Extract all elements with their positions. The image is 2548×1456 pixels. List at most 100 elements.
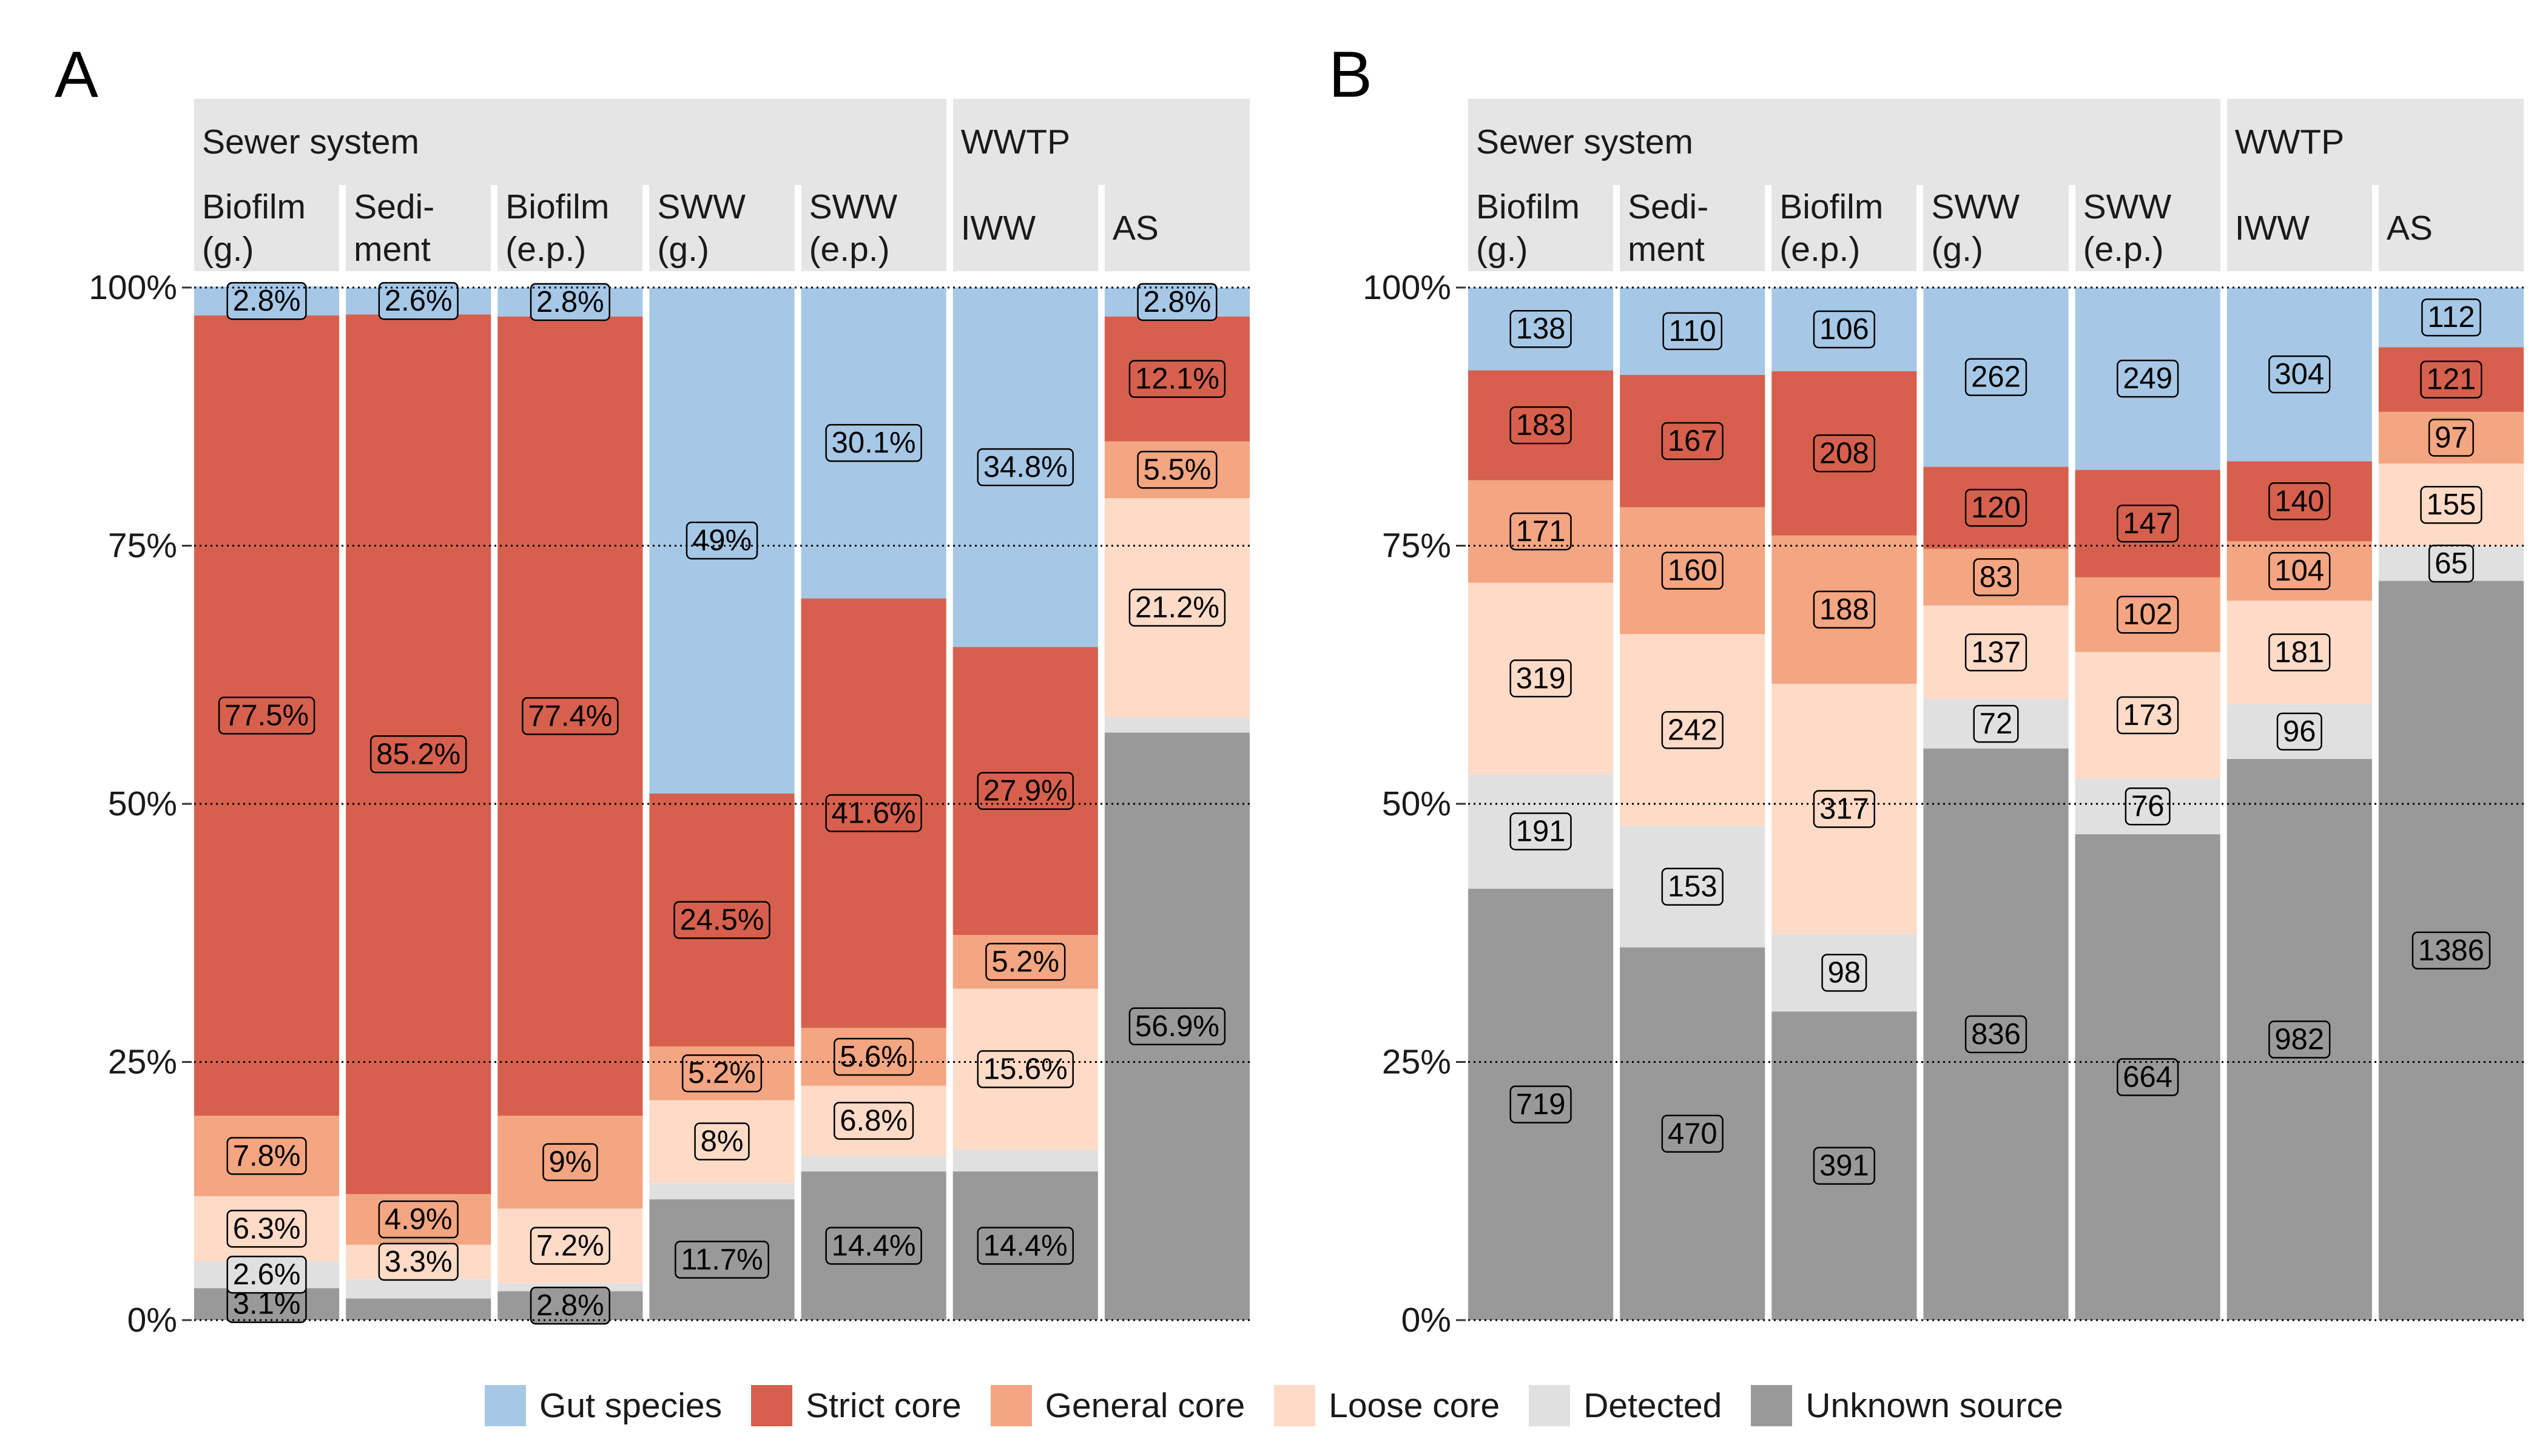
legend-label: Unknown source — [1805, 1386, 2063, 1425]
data-label-box — [1128, 360, 1226, 398]
data-label-text: 664 — [2123, 1061, 2172, 1094]
data-label-text: 1386 — [2418, 934, 2484, 967]
data-label-box — [530, 283, 610, 322]
legend-item: Loose core — [1274, 1385, 1500, 1426]
y-tick-label: 75% — [108, 527, 177, 565]
data-label-box — [1137, 283, 1218, 322]
data-label-text: 77.5% — [224, 699, 309, 732]
data-label: 183 — [1509, 406, 1572, 445]
data-label-box — [1509, 812, 1572, 851]
data-label: 181 — [2268, 633, 2331, 672]
data-label: 85.2% — [369, 735, 467, 774]
data-label: 664 — [2117, 1058, 2179, 1096]
data-label: 262 — [1964, 358, 2027, 396]
data-label-box — [1813, 1147, 1875, 1185]
data-label: 319 — [1509, 659, 1572, 698]
data-label: 56.9% — [1128, 1007, 1226, 1046]
legend-label: Gut species — [539, 1386, 723, 1425]
bar-segment — [1104, 717, 1250, 733]
y-tick-label: 0% — [127, 1301, 177, 1340]
data-label-text: 2.8% — [536, 1289, 604, 1322]
data-label-text: 83 — [1980, 561, 2013, 593]
legend-key — [1751, 1385, 1793, 1426]
data-label: 2.6% — [226, 1255, 307, 1294]
data-label: 72 — [1973, 704, 2019, 743]
data-label-box — [1509, 659, 1572, 698]
panel-label: A — [55, 38, 98, 111]
data-label-text: 147 — [2123, 507, 2172, 540]
facet-strip: Sedi- ment — [346, 185, 491, 271]
facet-strip: SWW (e.p.) — [2075, 185, 2220, 271]
data-label-text: 171 — [1516, 515, 1566, 548]
data-label: 2.8% — [530, 1286, 610, 1325]
data-label: 106 — [1813, 310, 1875, 349]
data-label-text: 11.7% — [681, 1243, 763, 1276]
data-label: 14.4% — [977, 1227, 1074, 1265]
data-label-box — [226, 281, 307, 320]
data-label-text: 181 — [2274, 636, 2324, 669]
data-label-text: 153 — [1668, 871, 1717, 903]
data-label: 167 — [1661, 422, 1724, 460]
data-label-box — [825, 423, 922, 462]
data-label: 1386 — [2412, 931, 2491, 970]
data-label-box — [530, 1286, 610, 1325]
legend-label: Strict core — [806, 1386, 962, 1425]
data-label-box — [2117, 696, 2179, 735]
y-tick-label: 100% — [89, 268, 177, 307]
data-label: 34.8% — [977, 448, 1074, 487]
data-label: 188 — [1813, 590, 1875, 629]
data-label-box — [1813, 310, 1875, 349]
data-label: 121 — [2420, 360, 2482, 399]
data-label: 173 — [2117, 696, 2179, 735]
data-label-text: 208 — [1819, 437, 1869, 470]
data-label-text: 85.2% — [376, 738, 460, 770]
data-label: 2.8% — [530, 283, 610, 322]
data-label-text: 120 — [1971, 491, 2021, 524]
data-label-text: 41.6% — [832, 797, 916, 829]
data-label-box — [1964, 358, 2027, 396]
data-label-text: 4.9% — [385, 1203, 453, 1236]
data-label-box — [1137, 451, 1218, 489]
data-label: 6.8% — [834, 1102, 914, 1140]
data-label-text: 719 — [1516, 1088, 1566, 1121]
data-label-box — [825, 1227, 922, 1265]
data-label-text: 317 — [1819, 792, 1869, 825]
data-label-text: 24.5% — [680, 903, 764, 936]
data-label: 171 — [1509, 512, 1572, 551]
data-label-box — [1813, 590, 1875, 629]
data-label: 153 — [1661, 868, 1724, 906]
data-label-box — [1661, 711, 1724, 749]
data-label: 2.8% — [226, 281, 307, 320]
data-label-text: 49% — [692, 524, 752, 557]
data-label-text: 5.2% — [688, 1057, 756, 1090]
legend-item: Unknown source — [1751, 1385, 2063, 1426]
data-label-text: 97 — [2435, 421, 2468, 454]
data-label: 836 — [1964, 1015, 2027, 1054]
data-label: 317 — [1813, 790, 1875, 828]
data-label-text: 14.4% — [983, 1229, 1068, 1262]
data-label-text: 173 — [2123, 699, 2172, 732]
data-label: 4.9% — [378, 1200, 459, 1239]
data-label: 83 — [1973, 558, 2019, 596]
data-label: 191 — [1509, 812, 1572, 851]
data-label-box — [2117, 359, 2179, 398]
data-label-box — [681, 1054, 763, 1093]
data-label-text: 34.8% — [983, 451, 1068, 484]
data-label-box — [1813, 790, 1875, 828]
data-label: 7.8% — [226, 1137, 307, 1175]
facet-strip: Biofilm (g.) — [1468, 185, 1614, 271]
data-label: 470 — [1661, 1114, 1724, 1153]
bar-segment — [952, 1150, 1098, 1171]
data-label: 110 — [1662, 312, 1723, 351]
data-label-box — [1661, 1114, 1724, 1153]
data-label-text: 65 — [2435, 547, 2468, 580]
data-label-box — [542, 1143, 598, 1181]
data-label: 242 — [1661, 711, 1724, 749]
data-label: 27.9% — [977, 772, 1074, 810]
data-label-text: 982 — [2274, 1023, 2324, 1056]
data-label-text: 470 — [1668, 1117, 1717, 1150]
data-label-text: 6.8% — [840, 1105, 908, 1138]
data-label-box — [2117, 504, 2179, 543]
legend-key — [990, 1385, 1032, 1426]
